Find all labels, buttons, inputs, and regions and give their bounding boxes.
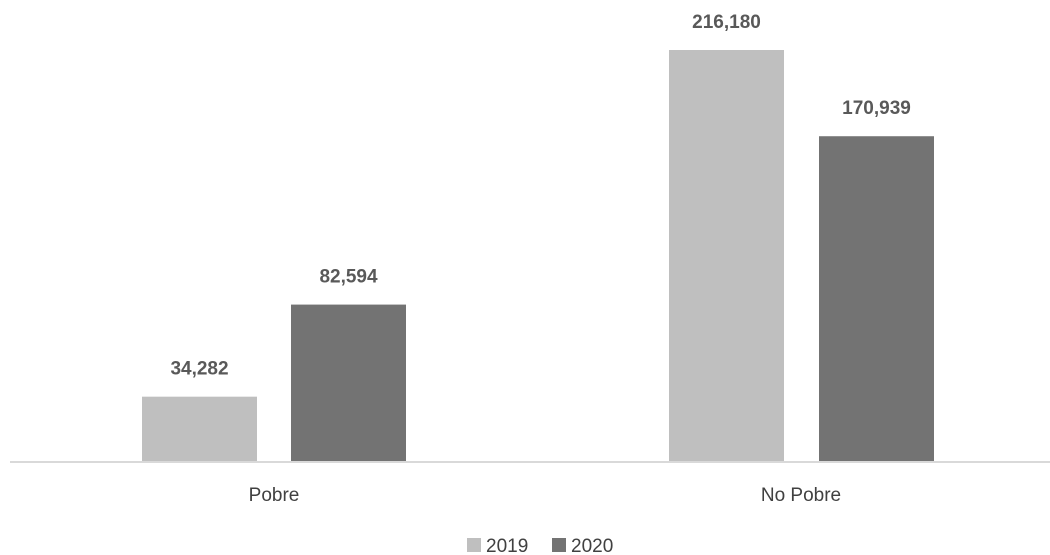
legend-swatch-2019 bbox=[467, 538, 481, 552]
legend-label-2019: 2019 bbox=[486, 536, 528, 555]
value-label-no-pobre-2020: 170,939 bbox=[842, 98, 911, 119]
value-label-pobre-2020: 82,594 bbox=[319, 267, 378, 288]
bar-no-pobre-2019 bbox=[669, 50, 784, 462]
bars-layer bbox=[142, 50, 934, 462]
bar-pobre-2020 bbox=[291, 304, 406, 462]
bar-pobre-2019 bbox=[142, 396, 257, 462]
legend-label-2020: 2020 bbox=[571, 536, 613, 555]
category-labels-layer: Pobre No Pobre bbox=[249, 485, 841, 506]
category-label-no-pobre: No Pobre bbox=[761, 485, 841, 506]
value-label-pobre-2019: 34,282 bbox=[170, 359, 228, 380]
value-label-no-pobre-2019: 216,180 bbox=[692, 12, 761, 33]
legend: 2019 2020 bbox=[467, 536, 613, 555]
value-labels-layer: 34,282 82,594 216,180 170,939 bbox=[170, 12, 910, 380]
legend-swatch-2020 bbox=[552, 538, 566, 552]
bar-no-pobre-2020 bbox=[819, 136, 934, 462]
category-label-pobre: Pobre bbox=[249, 485, 300, 506]
